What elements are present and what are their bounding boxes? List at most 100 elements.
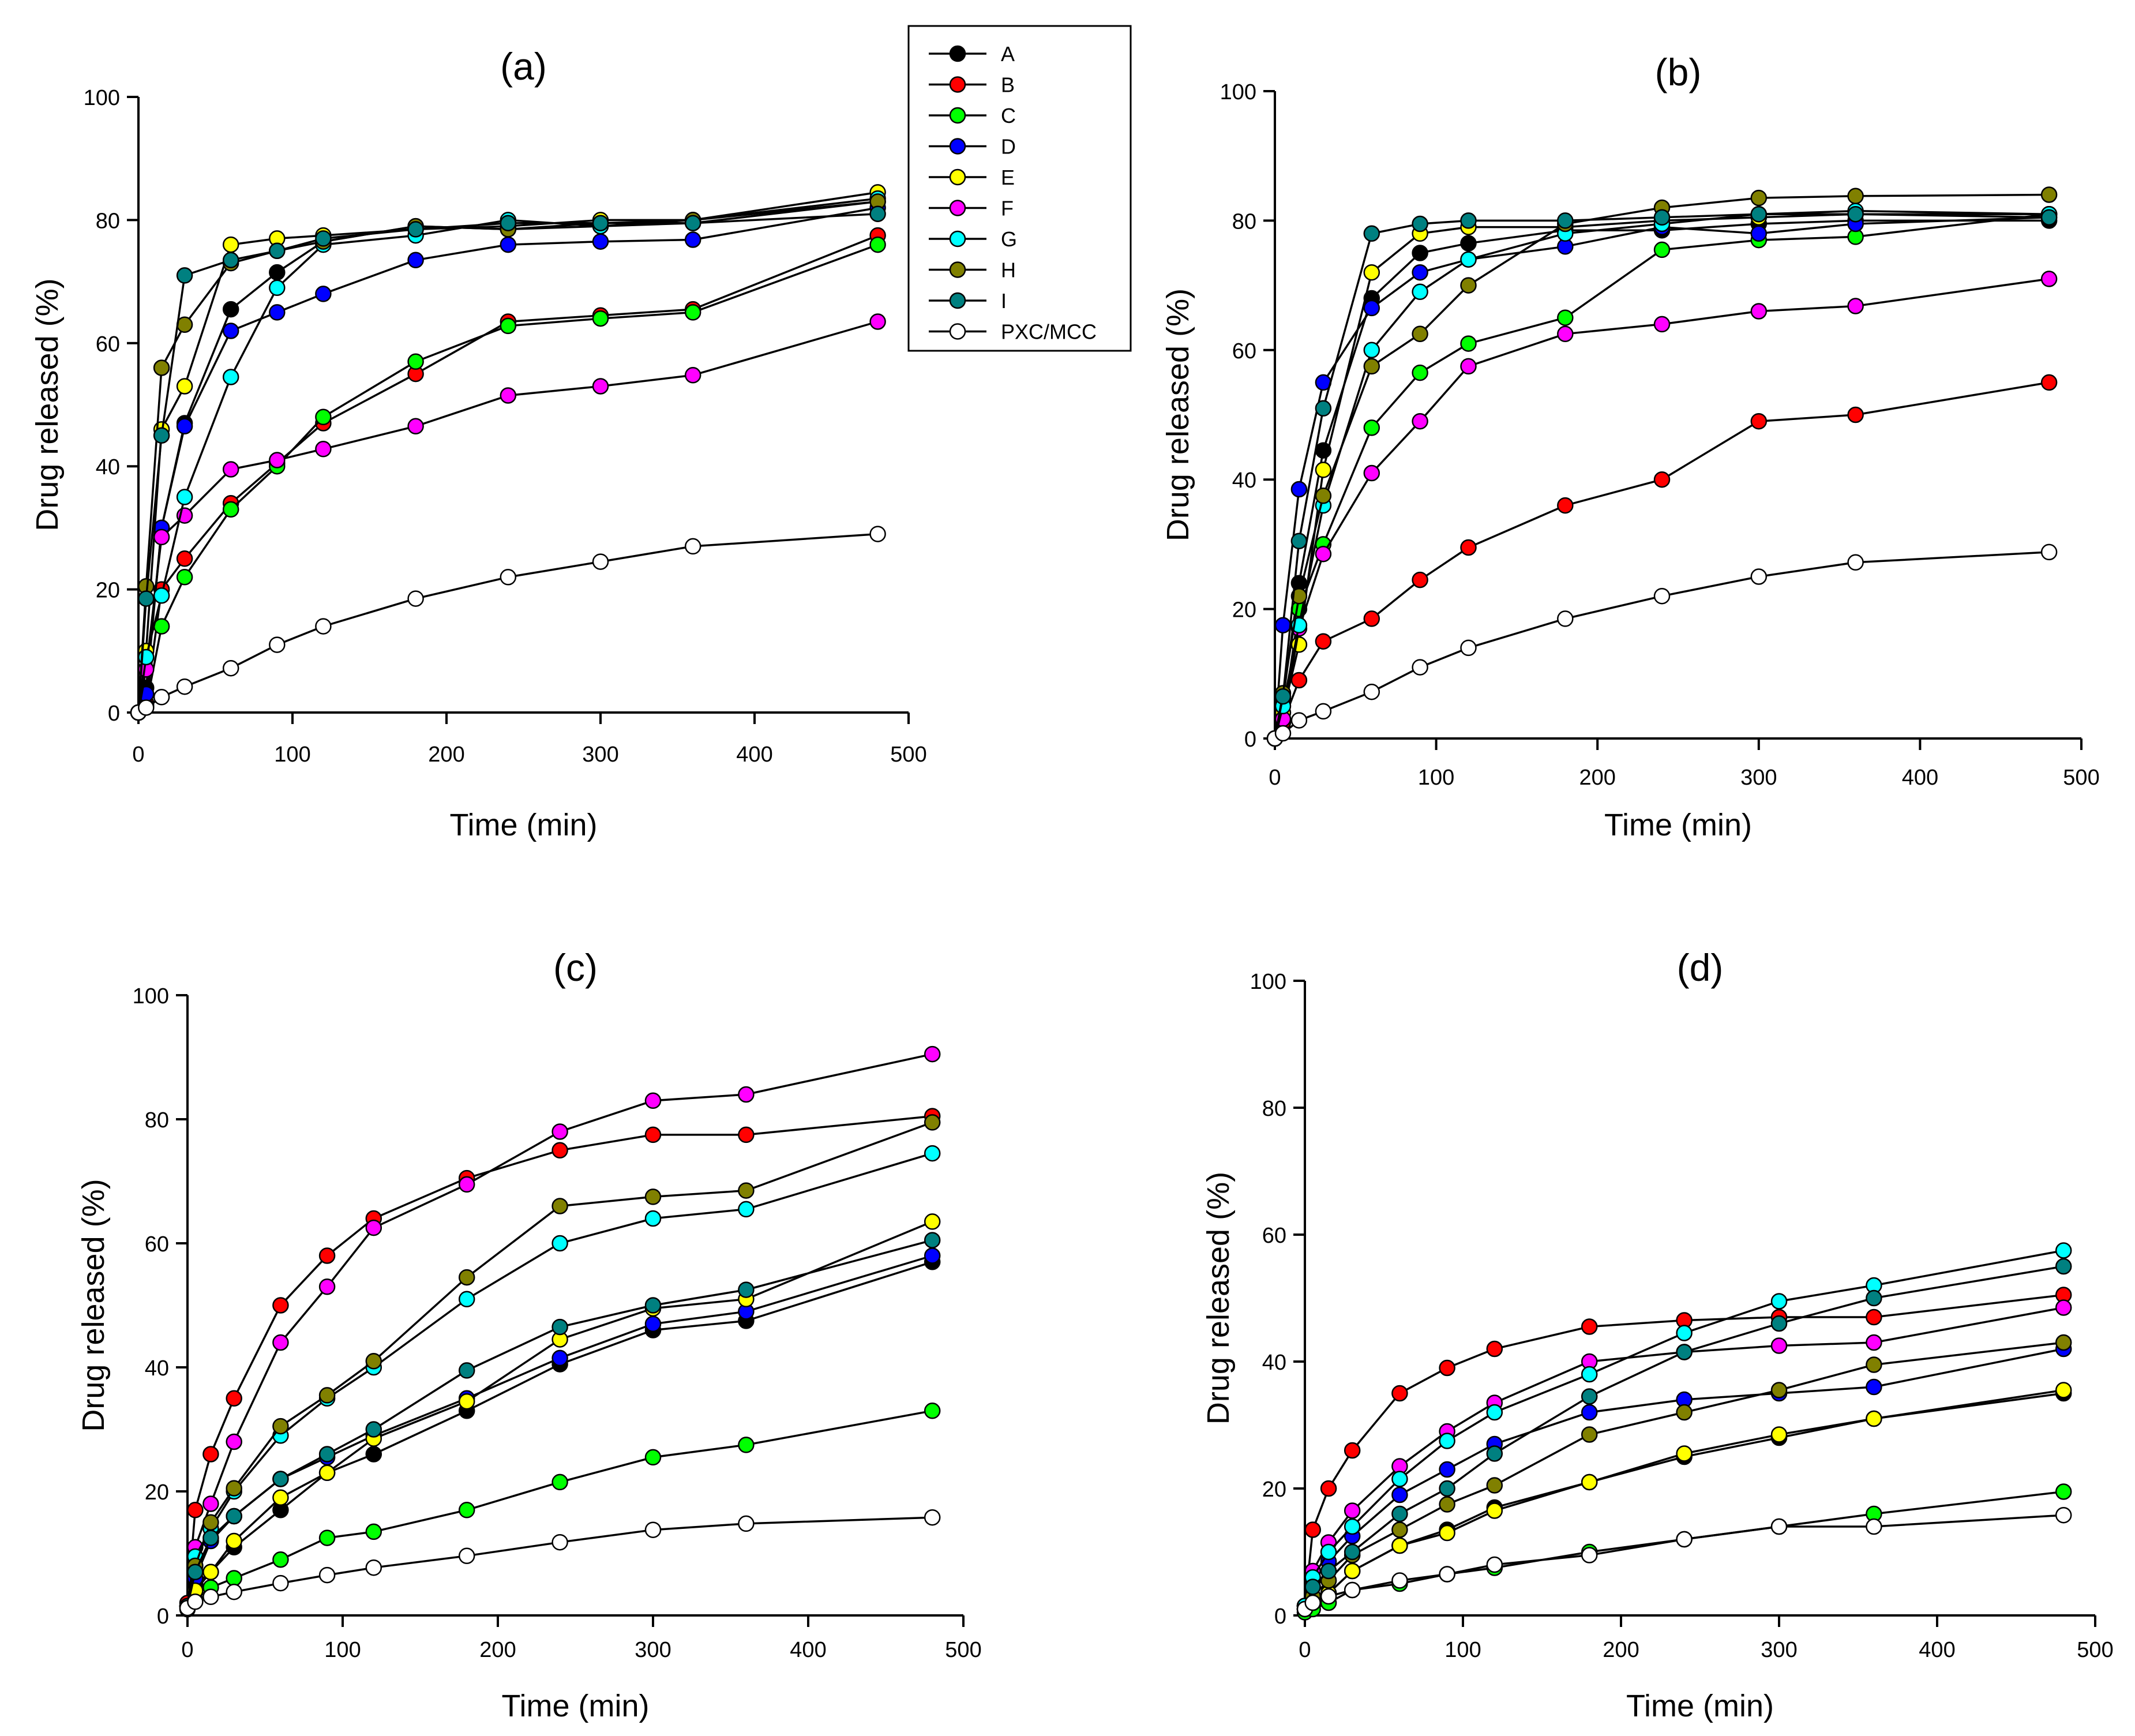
- data-point: [1315, 462, 1332, 478]
- data-point: [222, 501, 239, 518]
- series-line: [186, 1261, 933, 1607]
- data-point: [318, 1278, 336, 1295]
- legend-box: [907, 25, 1132, 352]
- data-point: [272, 1551, 289, 1568]
- data-point: [176, 378, 193, 395]
- data-point: [1304, 1594, 1321, 1611]
- series-line: [137, 191, 878, 713]
- data-point: [1274, 617, 1292, 633]
- data-point: [1320, 1588, 1337, 1605]
- data-point: [1412, 413, 1428, 430]
- data-point: [1770, 1293, 1788, 1310]
- y-tick-label: 100: [1250, 970, 1286, 994]
- data-point: [365, 1353, 382, 1370]
- data-point: [2055, 1506, 2072, 1524]
- data-point: [551, 1318, 568, 1336]
- data-point: [1557, 212, 1574, 229]
- x-tick-label: 0: [181, 1638, 193, 1662]
- series-line: [1274, 213, 2050, 739]
- data-point: [1847, 554, 1864, 571]
- data-point: [1486, 1445, 1503, 1462]
- legend-label: G: [1001, 227, 1017, 251]
- data-point: [500, 236, 517, 253]
- data-point: [222, 461, 239, 478]
- data-point: [272, 1489, 289, 1506]
- data-point: [1770, 1518, 1788, 1535]
- data-point: [1274, 725, 1292, 742]
- y-tick-label: 40: [145, 1356, 169, 1381]
- data-point: [1290, 587, 1308, 605]
- data-point: [1344, 1581, 1361, 1599]
- data-point: [226, 1583, 242, 1600]
- data-point: [153, 587, 170, 604]
- data-point: [1653, 587, 1671, 605]
- y-tick-label: 20: [145, 1480, 169, 1505]
- x-tick-label: 200: [1579, 766, 1615, 790]
- data-point: [458, 1291, 475, 1308]
- data-point: [1486, 1477, 1503, 1494]
- data-point: [458, 1362, 475, 1379]
- data-point: [222, 323, 239, 339]
- y-tick-label: 100: [133, 984, 169, 1008]
- y-axis-label: Drug released (%): [30, 278, 65, 531]
- y-tick-label: 100: [84, 86, 120, 110]
- series-line: [1274, 278, 2050, 739]
- x-axis-label: Time (min): [450, 808, 598, 842]
- data-point: [738, 1281, 755, 1298]
- data-point: [318, 1529, 336, 1546]
- data-point: [1847, 298, 1864, 314]
- data-point: [1320, 1543, 1337, 1561]
- y-tick-label: 20: [96, 579, 120, 603]
- data-point: [318, 1464, 336, 1482]
- data-point: [222, 236, 239, 253]
- series-line: [1304, 1490, 2064, 1614]
- data-point: [176, 550, 193, 567]
- data-point: [738, 1126, 755, 1143]
- data-point: [738, 1182, 755, 1199]
- data-point: [176, 316, 193, 333]
- x-tick-label: 500: [2063, 766, 2099, 790]
- series-C: [1296, 1483, 2072, 1621]
- series-PXC/MCC: [1296, 1506, 2072, 1618]
- data-point: [226, 1480, 242, 1497]
- data-point: [202, 1495, 219, 1512]
- data-point: [1363, 419, 1380, 436]
- series-line: [1304, 1389, 2064, 1610]
- data-point: [738, 1437, 755, 1453]
- data-point: [1460, 539, 1477, 556]
- x-axis-label: Time (min): [502, 1689, 650, 1723]
- legend-entry: B: [929, 73, 1015, 97]
- data-point: [365, 1421, 382, 1438]
- data-point: [1439, 1480, 1455, 1497]
- data-point: [1581, 1318, 1598, 1335]
- data-point: [924, 1247, 941, 1264]
- data-point: [1290, 533, 1308, 550]
- data-point: [187, 1563, 204, 1581]
- data-point: [458, 1176, 475, 1193]
- data-point: [365, 1559, 382, 1576]
- x-tick-label: 0: [132, 743, 144, 767]
- series-H: [179, 1114, 941, 1615]
- legend-entry: I: [929, 289, 1007, 313]
- data-point: [187, 1502, 204, 1518]
- x-tick-label: 500: [2077, 1638, 2113, 1662]
- data-point: [1460, 335, 1477, 352]
- data-point: [272, 1418, 289, 1435]
- data-point: [226, 1508, 242, 1525]
- data-point: [1676, 1404, 1693, 1421]
- data-point: [1676, 1344, 1693, 1360]
- data-point: [458, 1502, 475, 1518]
- data-point: [318, 1566, 336, 1584]
- chart-title: (b): [1655, 51, 1702, 93]
- legend-label: D: [1001, 135, 1016, 159]
- data-point: [1315, 633, 1332, 650]
- data-point: [1439, 1461, 1455, 1478]
- chart-panel-2: 0 100 200 300 400 500 0 20 40 60 80 100 (c) Time (min…: [76, 946, 982, 1723]
- legend-marker: [949, 323, 966, 340]
- legend-entry: H: [929, 258, 1016, 282]
- data-point: [1391, 1486, 1408, 1503]
- legend-marker: [949, 292, 966, 309]
- data-point: [1770, 1382, 1788, 1398]
- data-point: [1304, 1578, 1321, 1595]
- y-tick-label: 40: [1262, 1351, 1286, 1375]
